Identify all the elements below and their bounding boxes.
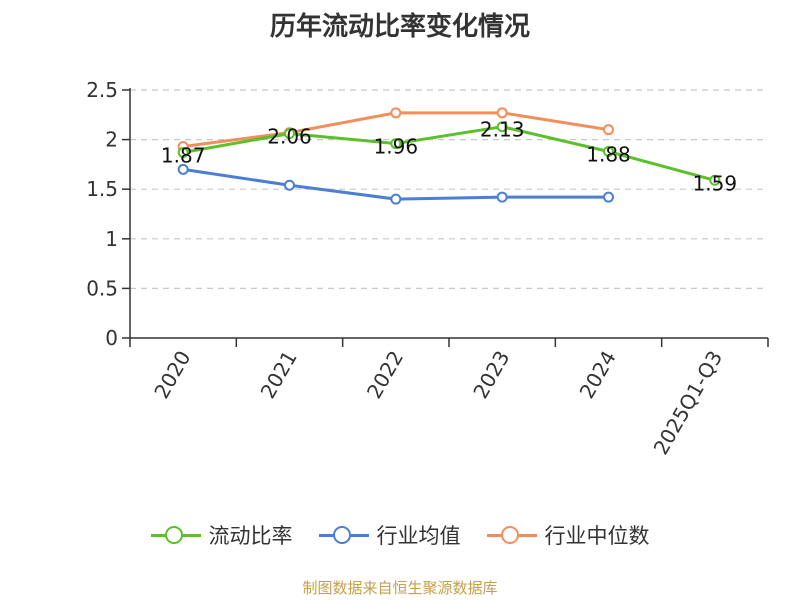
x-tick-label: 2023 [468,346,514,402]
data-point [177,146,189,158]
x-tick-label: 2024 [575,347,621,403]
data-point [496,107,508,119]
y-tick-label: 0.5 [86,276,118,300]
legend-label: 行业中位数 [544,524,650,548]
y-tick-label: 1 [105,227,118,251]
data-label: 2.13 [480,118,525,142]
data-label: 1.88 [586,143,631,167]
series-line [182,125,716,182]
data-point [284,128,295,140]
chart-title: 历年流动比率变化情况 [269,12,530,42]
x-tick-label: 2025Q1-Q3 [648,347,727,459]
legend-item-industry-mean[interactable]: 行业均值 [318,520,461,550]
legend-marker-industry-median [486,524,537,546]
y-tick-label: 1.5 [86,177,118,201]
legend-marker-current-ratio [150,524,201,546]
legend-dot [500,526,519,544]
legend-marker-industry-mean [318,524,369,546]
legend-dot [164,526,183,544]
data-point [603,146,614,158]
data-point [390,193,402,205]
y-tick-label: 2.5 [86,78,118,102]
data-label: 2.06 [267,125,312,149]
data-label: 1.87 [161,143,206,167]
x-tick-label: 2020 [149,347,195,403]
data-point [284,179,295,191]
data-label: 1.59 [693,171,738,195]
data-point [496,121,508,133]
legend: 流动比率 行业均值 行业中位数 [0,520,800,550]
data-point [177,163,189,175]
data-point [603,191,614,203]
y-tick-label: 0 [105,326,118,350]
data-point [603,124,614,136]
data-point [709,174,721,186]
x-tick-label: 2022 [362,347,408,403]
source-footer: 制图数据来自恒生聚源数据库 [302,579,498,597]
data-point [390,138,402,150]
data-point [496,191,508,203]
legend-label: 行业均值 [376,524,461,548]
legend-item-current-ratio[interactable]: 流动比率 [150,520,293,550]
data-point [390,107,402,119]
y-tick-label: 2 [105,128,118,152]
legend-label: 流动比率 [208,524,293,548]
legend-dot [332,526,351,544]
legend-item-industry-median[interactable]: 行业中位数 [486,520,650,550]
data-label: 1.96 [374,135,419,159]
x-tick-label: 2021 [256,347,302,403]
